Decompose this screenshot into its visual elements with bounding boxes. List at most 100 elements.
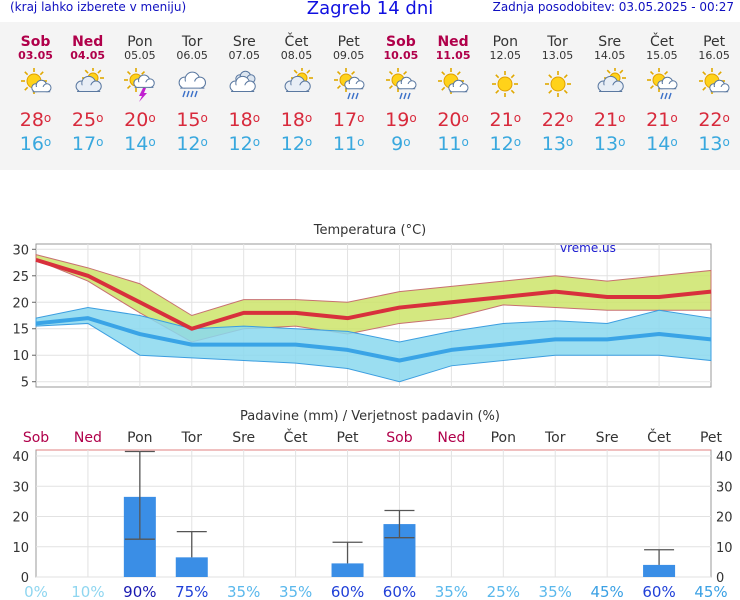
day-label: Tor: [544, 430, 566, 446]
degree-symbol: o: [304, 135, 313, 149]
precipitation-probability: 0%: [24, 583, 48, 600]
day-name: Pet: [703, 34, 726, 50]
forecast-day: Pet 16.05 22o 13o: [688, 22, 740, 156]
y-tick-label-right: 0: [716, 571, 724, 586]
cloud-shape: [657, 76, 678, 90]
sun-ray: [305, 69, 310, 74]
temp-min: 12o: [166, 132, 218, 156]
sun-rain-icon: [646, 68, 678, 100]
sun-ray: [23, 86, 28, 91]
day-label: Sob: [23, 430, 49, 446]
temp-max-value: 25: [71, 109, 97, 131]
temp-max: 28o: [10, 108, 62, 132]
temp-min-value: 12: [228, 133, 253, 155]
forecast-day: Čet 08.05 18o 12o: [271, 22, 323, 156]
sun-ray: [97, 69, 102, 74]
y-tick-label: 20: [12, 296, 29, 311]
forecast-day: Sre 07.05 18o 12o: [218, 22, 270, 156]
day-date: 16.05: [698, 49, 730, 62]
cloud-body: [660, 84, 674, 89]
cloud-body: [346, 84, 361, 89]
degree-symbol: o: [96, 135, 104, 149]
temp-min-value: 12: [176, 133, 201, 155]
cloud-body: [287, 85, 306, 92]
sun-cloud-icon: [20, 68, 51, 94]
sun-ray: [649, 70, 654, 75]
sun-cloud-icon: [20, 68, 51, 94]
temp-max-value: 18: [228, 109, 253, 131]
temp-max-value: 22: [541, 109, 566, 131]
degree-symbol: o: [722, 111, 730, 125]
degree-symbol: o: [304, 111, 313, 125]
cloud-shape: [597, 75, 624, 93]
cloudy-icon: [229, 70, 257, 93]
degree-symbol: o: [200, 111, 208, 125]
temperature-chart: Temperatura (°C) 5 10 15 20 25 30 vreme.us: [12, 223, 712, 391]
forecast-day: Sre 14.05 21o 13o: [584, 22, 636, 156]
degree-symbol: o: [200, 135, 208, 149]
sun-ray: [336, 70, 341, 75]
temp-max: 17o: [323, 108, 375, 132]
temp-max-value: 21: [593, 109, 619, 131]
sun-rain-icon: [385, 68, 417, 100]
temp-max: 20o: [114, 108, 166, 132]
day-date: 09.05: [332, 49, 365, 62]
temp-min: 11o: [323, 132, 375, 156]
degree-symbol: o: [670, 135, 678, 149]
cloud-body: [136, 82, 151, 88]
degree-symbol: o: [357, 135, 365, 149]
sun-icon: [544, 71, 571, 97]
temp-min-value: 14: [124, 133, 149, 155]
degree-symbol: o: [722, 135, 730, 149]
day-date: 10.05: [383, 49, 419, 62]
cloud-shape: [343, 76, 365, 90]
y-tick-label: 30: [12, 243, 29, 258]
rain-drop: [351, 92, 355, 100]
cloud-body: [712, 87, 726, 92]
degree-symbol: o: [148, 111, 156, 125]
temp-min-value: 14: [646, 133, 671, 155]
y-tick-label: 20: [12, 511, 29, 526]
day-name: Čet: [649, 34, 674, 50]
day-name: Sre: [232, 34, 256, 50]
temp-max: 20o: [427, 108, 479, 132]
degree-symbol: o: [96, 111, 104, 125]
thunderstorm-icon: [123, 68, 155, 102]
sun-rain-icon: [385, 68, 417, 100]
precipitation-probability: 90%: [123, 583, 156, 600]
rain-drop: [660, 92, 664, 100]
sun-rain-icon: [333, 68, 365, 100]
day-date: 06.05: [176, 49, 208, 62]
y-tick-label: 10: [12, 349, 29, 364]
forecast-day: Tor 06.05 15o 12o: [166, 22, 218, 156]
rain-drop: [190, 90, 194, 98]
degree-symbol: o: [148, 135, 156, 149]
day-date: 07.05: [228, 49, 261, 62]
rain-cloud-icon: [178, 71, 207, 98]
cloud-sun-icon: [597, 67, 626, 93]
temp-max-value: 20: [124, 109, 149, 131]
precipitation-bar: [331, 563, 364, 577]
day-label: Pet: [337, 430, 360, 446]
watermark: vreme.us: [560, 241, 616, 255]
precipitation-probability: 10%: [71, 583, 104, 600]
temp-max-value: 28: [19, 109, 44, 131]
rain-drop: [668, 92, 672, 100]
cloud-sun-icon: [284, 67, 313, 93]
temp-min: 12o: [271, 132, 323, 156]
day-date: 03.05: [18, 49, 53, 62]
day-label: Ned: [74, 430, 102, 446]
precipitation-probability: 75%: [175, 583, 208, 600]
precipitation-bar: [643, 564, 676, 577]
sun-ray: [84, 69, 89, 74]
cloud-shape: [133, 74, 155, 88]
day-date: 14.05: [593, 49, 626, 62]
sun-ray: [456, 71, 461, 76]
sun-ray: [663, 70, 668, 75]
forecast-day: Ned 04.05 25o 17o: [62, 22, 114, 156]
degree-symbol: o: [252, 111, 261, 125]
rain-drop: [347, 92, 351, 100]
cloud-shape: [30, 79, 51, 93]
rain-drop: [194, 90, 198, 98]
forecast-day: Čet 15.05 21o 14o: [636, 22, 688, 156]
